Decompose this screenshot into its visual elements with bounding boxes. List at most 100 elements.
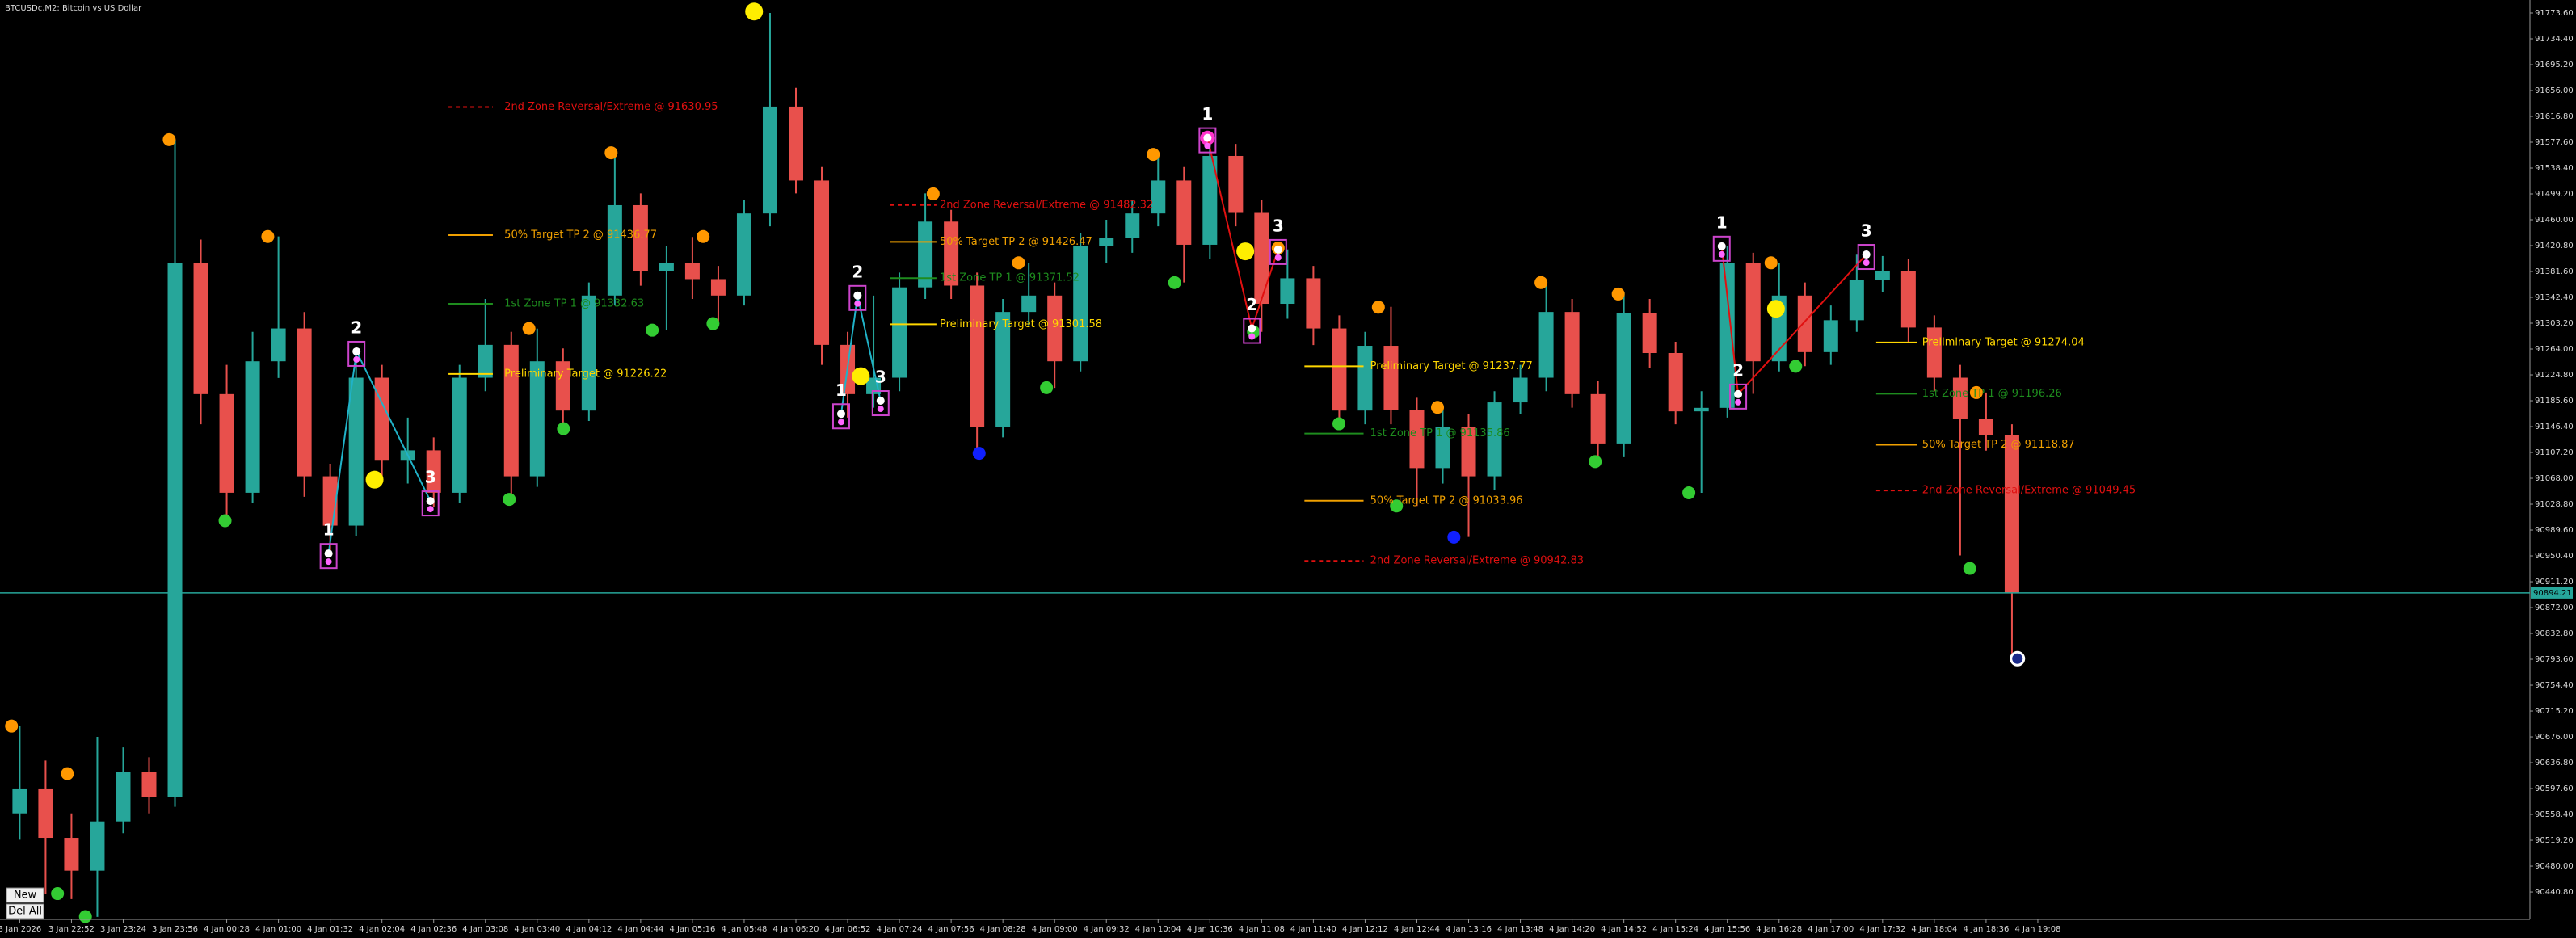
candle-body: [141, 772, 157, 797]
y-tick-label: 91303.20: [2535, 319, 2574, 328]
y-tick-label: 90558.40: [2535, 810, 2574, 819]
y-tick-label: 90636.80: [2535, 759, 2574, 768]
candle-body: [1099, 238, 1114, 246]
candle-body: [219, 393, 234, 493]
x-tick-label: 4 Jan 15:56: [1704, 925, 1750, 934]
x-tick-label: 4 Jan 18:04: [1911, 925, 1957, 934]
button-label[interactable]: New: [14, 890, 37, 902]
x-tick-label: 4 Jan 07:56: [928, 925, 974, 934]
signal-dot: [1236, 242, 1255, 261]
signal-dot: [972, 447, 986, 461]
candle-body: [892, 287, 907, 378]
wave-point: [324, 549, 333, 558]
signal-dot: [1766, 300, 1785, 318]
button-label[interactable]: Del All: [8, 906, 42, 918]
signal-dot: [926, 187, 940, 200]
y-tick-label: 91616.80: [2535, 112, 2574, 121]
signal-dot: [1390, 499, 1404, 513]
candle-body: [1073, 246, 1088, 362]
candle-body: [1383, 346, 1399, 410]
y-tick-label: 91381.60: [2535, 267, 2574, 276]
signal-dot: [1012, 256, 1025, 270]
wave-box: [1712, 235, 1731, 262]
candle-body: [167, 263, 183, 797]
candle-body: [1694, 407, 1709, 412]
candle-body: [633, 204, 648, 271]
signal-dot: [1589, 455, 1602, 469]
x-tick-label: 4 Jan 01:32: [307, 925, 353, 934]
y-tick-label: 90597.60: [2535, 784, 2574, 793]
x-tick-label: 4 Jan 14:52: [1601, 925, 1647, 934]
x-tick-label: 4 Jan 00:28: [204, 925, 250, 934]
candle-body: [271, 328, 286, 362]
y-tick-label: 90832.80: [2535, 629, 2574, 638]
y-tick-label: 90793.60: [2535, 655, 2574, 664]
wave-point: [876, 397, 885, 406]
x-tick-label: 4 Jan 16:28: [1756, 925, 1802, 934]
wave-sub-point: [325, 558, 332, 566]
wave-point: [352, 347, 361, 355]
wave-sub-point: [353, 355, 360, 363]
button-frame[interactable]: [6, 903, 44, 919]
x-tick-label: 4 Jan 11:40: [1290, 925, 1336, 934]
button[interactable]: Del All: [6, 903, 44, 919]
signal-dot: [1371, 301, 1385, 314]
wave-point: [1862, 250, 1871, 259]
x-tick-label: 4 Jan 12:12: [1342, 925, 1388, 934]
y-tick-label: 90989.60: [2535, 526, 2574, 535]
wave-sub-point: [1863, 259, 1870, 267]
wave-sub-point: [854, 300, 861, 307]
candle-body: [1357, 346, 1373, 411]
candle-body: [1047, 295, 1063, 362]
button[interactable]: New: [6, 887, 44, 903]
candle-body: [452, 377, 467, 493]
wave-label: 3: [1273, 216, 1284, 235]
signal-dot: [61, 767, 74, 780]
x-tick-label: 4 Jan 10:36: [1187, 925, 1233, 934]
wave-label: 2: [1246, 295, 1257, 314]
candle-body: [1823, 320, 1838, 352]
signal-dot: [365, 470, 384, 489]
target-label: 1st Zone TP 1 @ 91196.26: [1922, 388, 2062, 400]
signal-dot: [1789, 360, 1803, 373]
candle-body: [64, 838, 79, 871]
target-label: 1st Zone TP 1 @ 91332.63: [504, 297, 644, 309]
signal-dot: [1147, 148, 1160, 162]
y-tick-label: 90754.40: [2535, 681, 2574, 690]
candle-body: [1332, 328, 1347, 411]
wave-point: [1717, 242, 1726, 250]
x-tick-label: 4 Jan 10:04: [1135, 925, 1181, 934]
signal-dot: [1447, 530, 1461, 544]
x-tick-label: 3 Jan 2026: [0, 925, 41, 934]
signal-dot: [1969, 385, 1983, 399]
candle-body: [1280, 278, 1295, 305]
target-label: 2nd Zone Reversal/Extreme @ 91049.45: [1922, 485, 2136, 497]
x-tick-label: 4 Jan 12:44: [1394, 925, 1440, 934]
candle-body: [1745, 263, 1761, 362]
y-tick-label: 91656.00: [2535, 86, 2574, 95]
wave-label: 2: [351, 318, 362, 337]
wave-box: [347, 340, 366, 367]
candle-body: [814, 180, 830, 345]
wave-sub-point: [1274, 254, 1282, 261]
y-tick-label: 90715.20: [2535, 707, 2574, 716]
wave-label: 1: [1202, 104, 1213, 124]
button-frame[interactable]: [6, 887, 44, 903]
candle-body: [1538, 312, 1554, 378]
candle-body: [116, 772, 131, 822]
signal-dot: [51, 887, 65, 901]
wave-label: 2: [852, 262, 863, 281]
y-tick-label: 91146.40: [2535, 423, 2574, 431]
y-tick-label: 90911.20: [2535, 578, 2574, 587]
candle-body: [503, 344, 519, 477]
target-label: 2nd Zone Reversal/Extreme @ 91482.32: [940, 199, 1153, 211]
y-tick-label: 91499.20: [2535, 190, 2574, 199]
x-tick-label: 4 Jan 01:00: [255, 925, 301, 934]
signal-dot: [697, 229, 710, 243]
candle-body: [607, 204, 622, 296]
candle-body: [1435, 427, 1450, 469]
wave-sub-point: [877, 406, 884, 413]
wave-box: [421, 490, 440, 517]
